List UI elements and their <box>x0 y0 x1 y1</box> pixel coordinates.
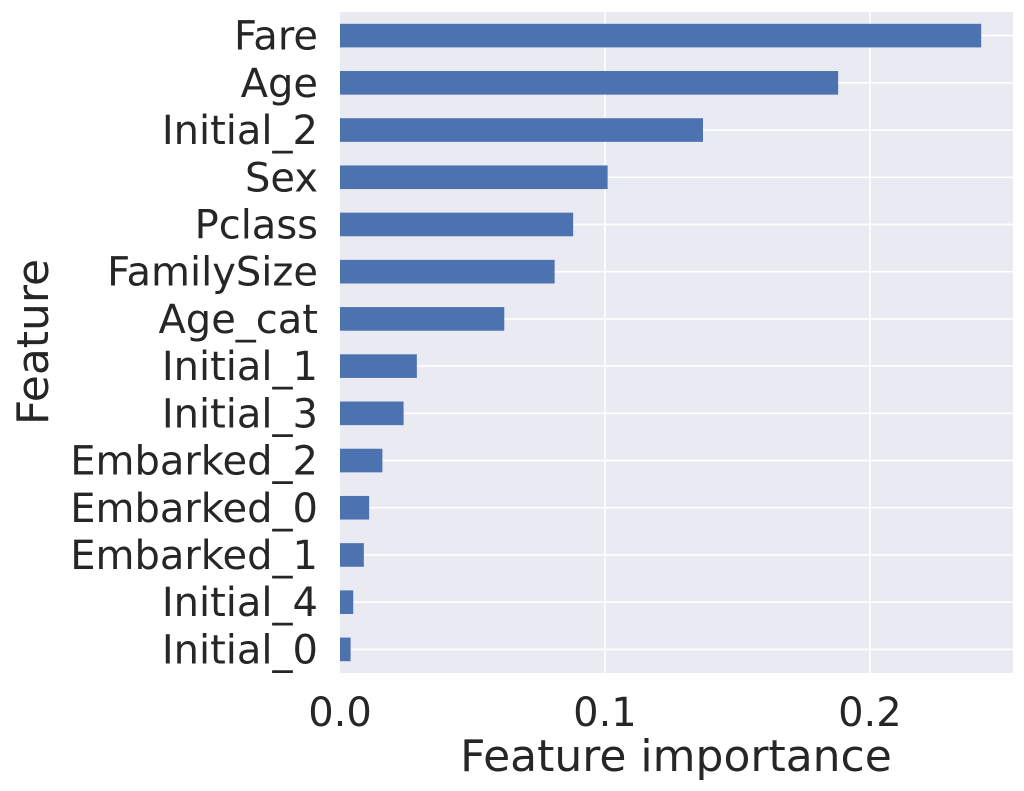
x-tick-labels: 0.0 0.1 0.2 <box>308 690 902 736</box>
bar-initial-0 <box>340 637 351 662</box>
y-tick-label: Initial_1 <box>162 344 318 390</box>
x-tick-label: 0.2 <box>838 690 902 736</box>
y-tick-label: Embarked_0 <box>70 486 318 532</box>
y-tick-label: Sex <box>245 155 318 201</box>
bar-embarked-0 <box>340 495 370 520</box>
bar-embarked-2 <box>340 448 383 473</box>
bar-initial-3 <box>340 401 404 426</box>
x-tick-label: 0.1 <box>573 690 637 736</box>
y-tick-label: Initial_4 <box>162 580 318 626</box>
bar-initial-1 <box>340 354 417 378</box>
plot-background <box>340 12 1013 673</box>
bar-age <box>340 71 839 95</box>
y-tick-label: Age <box>241 61 318 107</box>
y-tick-label: Embarked_1 <box>70 533 318 579</box>
y-tick-label: Pclass <box>195 202 318 248</box>
bar-sex <box>340 165 608 190</box>
bar-age-cat <box>340 307 505 331</box>
bar-initial-4 <box>340 590 354 614</box>
y-tick-labels: FareAgeInitial_2SexPclassFamilySizeAge_c… <box>70 14 318 674</box>
bar-pclass <box>340 212 574 237</box>
y-tick-label: Age_cat <box>158 297 318 343</box>
bar-initial-2 <box>340 118 703 142</box>
y-tick-label: Initial_2 <box>162 108 318 154</box>
y-tick-label: Fare <box>234 14 318 60</box>
y-tick-label: Initial_0 <box>162 627 318 673</box>
bar-fare <box>340 23 982 48</box>
y-axis-title: Feature <box>8 259 59 425</box>
x-axis-title: Feature importance <box>460 731 892 782</box>
bar-embarked-1 <box>340 543 364 567</box>
y-tick-label: Embarked_2 <box>70 439 318 485</box>
y-tick-label: Initial_3 <box>162 391 318 437</box>
bar-familysize <box>340 259 555 284</box>
y-tick-label: FamilySize <box>107 250 318 296</box>
bars <box>340 23 982 662</box>
x-tick-label: 0.0 <box>308 690 372 736</box>
